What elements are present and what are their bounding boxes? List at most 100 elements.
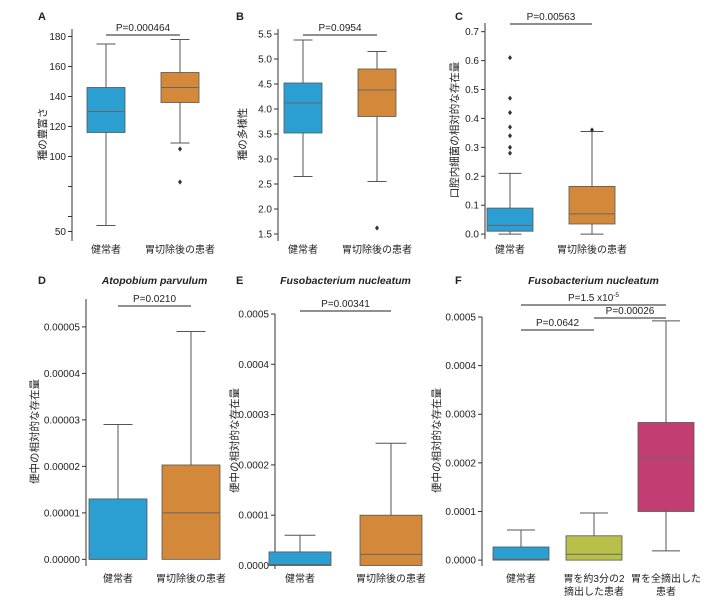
y-tick-label-d: 0.00005	[44, 322, 81, 333]
x-tick-label-a: 胃切除後の患者	[145, 243, 215, 256]
box-rect	[357, 68, 397, 117]
x-tick-label-e: 健常者	[285, 572, 315, 585]
outlier-point	[375, 225, 379, 231]
box-rect	[359, 514, 423, 566]
y-tick-label-a: 140	[49, 92, 66, 103]
y-tick-label-a: 100	[49, 152, 66, 163]
y-tick-label-d: 0.00002	[44, 462, 81, 473]
outlier-point	[508, 124, 512, 130]
y-tick-label-a: 120	[49, 122, 66, 133]
box-d-1	[88, 424, 148, 560]
box-f-2	[565, 512, 623, 561]
outlier-point	[508, 55, 512, 61]
x-tick-label-f: 胃を約3分の2 摘出した患者	[563, 572, 625, 598]
x-tick-label-c: 胃切除後の患者	[557, 243, 627, 256]
y-tick-label-c: 0.1	[465, 201, 479, 212]
y-tick-label-e: 0.0001	[238, 511, 269, 522]
x-tick-label-e: 胃切除後の患者	[356, 572, 426, 585]
panel-d: D Atopobium parvulum 0.00000 0.00001 0.00002…	[28, 275, 226, 585]
box-e-2	[359, 442, 423, 566]
y-tick-label-f: 0.0003	[445, 410, 476, 421]
box-a-2	[160, 39, 200, 185]
box-rect	[565, 535, 623, 561]
y-tick-label-b: 1.5	[258, 230, 272, 241]
y-tick-label-f: 0.0002	[445, 458, 476, 469]
y-axis-label-a: 種の豊富さ	[36, 108, 49, 161]
y-tick-label-a: 180	[49, 32, 66, 43]
x-tick-label-b: 健常者	[288, 243, 318, 256]
y-axis-label-f: 便中の相対的な存在量	[430, 388, 443, 493]
x-tick-label-c: 健常者	[495, 243, 525, 256]
y-tick-label-b: 3.5	[258, 130, 272, 141]
box-a-1	[86, 43, 126, 226]
x-tick-label-f: 胃を全摘出した患者	[631, 572, 701, 598]
y-tick-label-c: 0.4	[465, 114, 479, 125]
y-tick-label-c: 0.2	[465, 172, 479, 183]
chart-title-f: Fusobacterium nucleatum	[528, 275, 659, 287]
y-tick-label-c: 0.0	[465, 230, 479, 241]
panel-label-f: F	[455, 275, 462, 287]
panel-label-d: D	[38, 275, 46, 287]
x-tick-label-b: 胃切除後の患者	[342, 243, 412, 256]
p-value-label: P=0.00026	[606, 306, 655, 317]
panel-label-a: A	[38, 11, 46, 23]
box-rect	[86, 87, 126, 133]
y-tick-label-e: 0.0004	[238, 360, 269, 371]
y-tick-label-b: 5.5	[258, 30, 272, 41]
y-tick-label-e: 0.0002	[238, 460, 269, 471]
p-value-label: P=0.0642	[536, 318, 580, 329]
x-tick-label-a: 健常者	[91, 243, 121, 256]
x-tick-label-d: 胃切除後の患者	[156, 572, 226, 585]
box-b-1	[283, 39, 323, 177]
y-tick-label-b: 5.0	[258, 55, 272, 66]
panel-label-e: E	[236, 275, 243, 287]
y-tick-label-b: 4.0	[258, 105, 272, 116]
y-tick-label-e: 0.0000	[238, 561, 269, 572]
box-rect	[283, 82, 323, 134]
box-e-1	[268, 534, 332, 566]
outlier-point	[508, 150, 512, 156]
y-tick-label-c: 0.5	[465, 85, 479, 96]
p-value-label: P=0.0954	[318, 23, 362, 34]
panel-c: C 0.0 0.1 0.2 0.3 0.4 0.5 0.6 0.7 口腔内細菌の相対的な存在量健常…	[448, 11, 627, 256]
p-value-label: P=0.00563	[527, 12, 576, 23]
p-value-label: P=0.0210	[133, 294, 177, 305]
box-rect	[268, 551, 332, 566]
p-value-label: P=0.00341	[321, 299, 370, 310]
outlier-point	[590, 127, 594, 133]
box-b-2	[357, 51, 397, 231]
x-tick-label-f: 健常者	[506, 572, 536, 585]
y-tick-label-b: 2.0	[258, 205, 272, 216]
box-rect	[568, 185, 616, 225]
y-tick-label-c: 0.3	[465, 143, 479, 154]
y-axis-label-e: 便中の相対的な存在量	[228, 388, 241, 493]
y-tick-label-c: 0.7	[465, 27, 479, 38]
chart-title-d: Atopobium parvulum	[101, 275, 208, 287]
y-tick-label-b: 3.0	[258, 155, 272, 166]
y-tick-label-b: 2.5	[258, 180, 272, 191]
outlier-point	[508, 95, 512, 101]
panel-label-b: B	[236, 11, 244, 23]
y-tick-label-d: 0.00003	[44, 415, 81, 426]
box-f-3	[637, 320, 695, 552]
y-tick-label-c: 0.6	[465, 56, 479, 67]
box-f-1	[492, 529, 550, 561]
y-tick-label-f: 0.0004	[445, 361, 476, 372]
p-value-label: P=0.000464	[116, 23, 171, 34]
p-value-label: P=1.5 x10-5	[568, 292, 619, 304]
box-rect	[88, 498, 148, 560]
panel-label-c: C	[455, 11, 463, 23]
outlier-point	[178, 179, 182, 185]
box-c-1	[486, 55, 534, 235]
y-tick-label-d: 0.00001	[44, 508, 81, 519]
y-tick-label-f: 0.0000	[445, 556, 476, 567]
box-rect	[492, 546, 550, 561]
y-axis-label-d: 便中の相対的な存在量	[28, 379, 41, 484]
box-d-2	[161, 331, 221, 560]
y-tick-label-f: 0.0001	[445, 507, 476, 518]
box-rect	[637, 422, 695, 512]
outlier-point	[508, 144, 512, 150]
y-tick-label-f: 0.0005	[445, 313, 476, 324]
